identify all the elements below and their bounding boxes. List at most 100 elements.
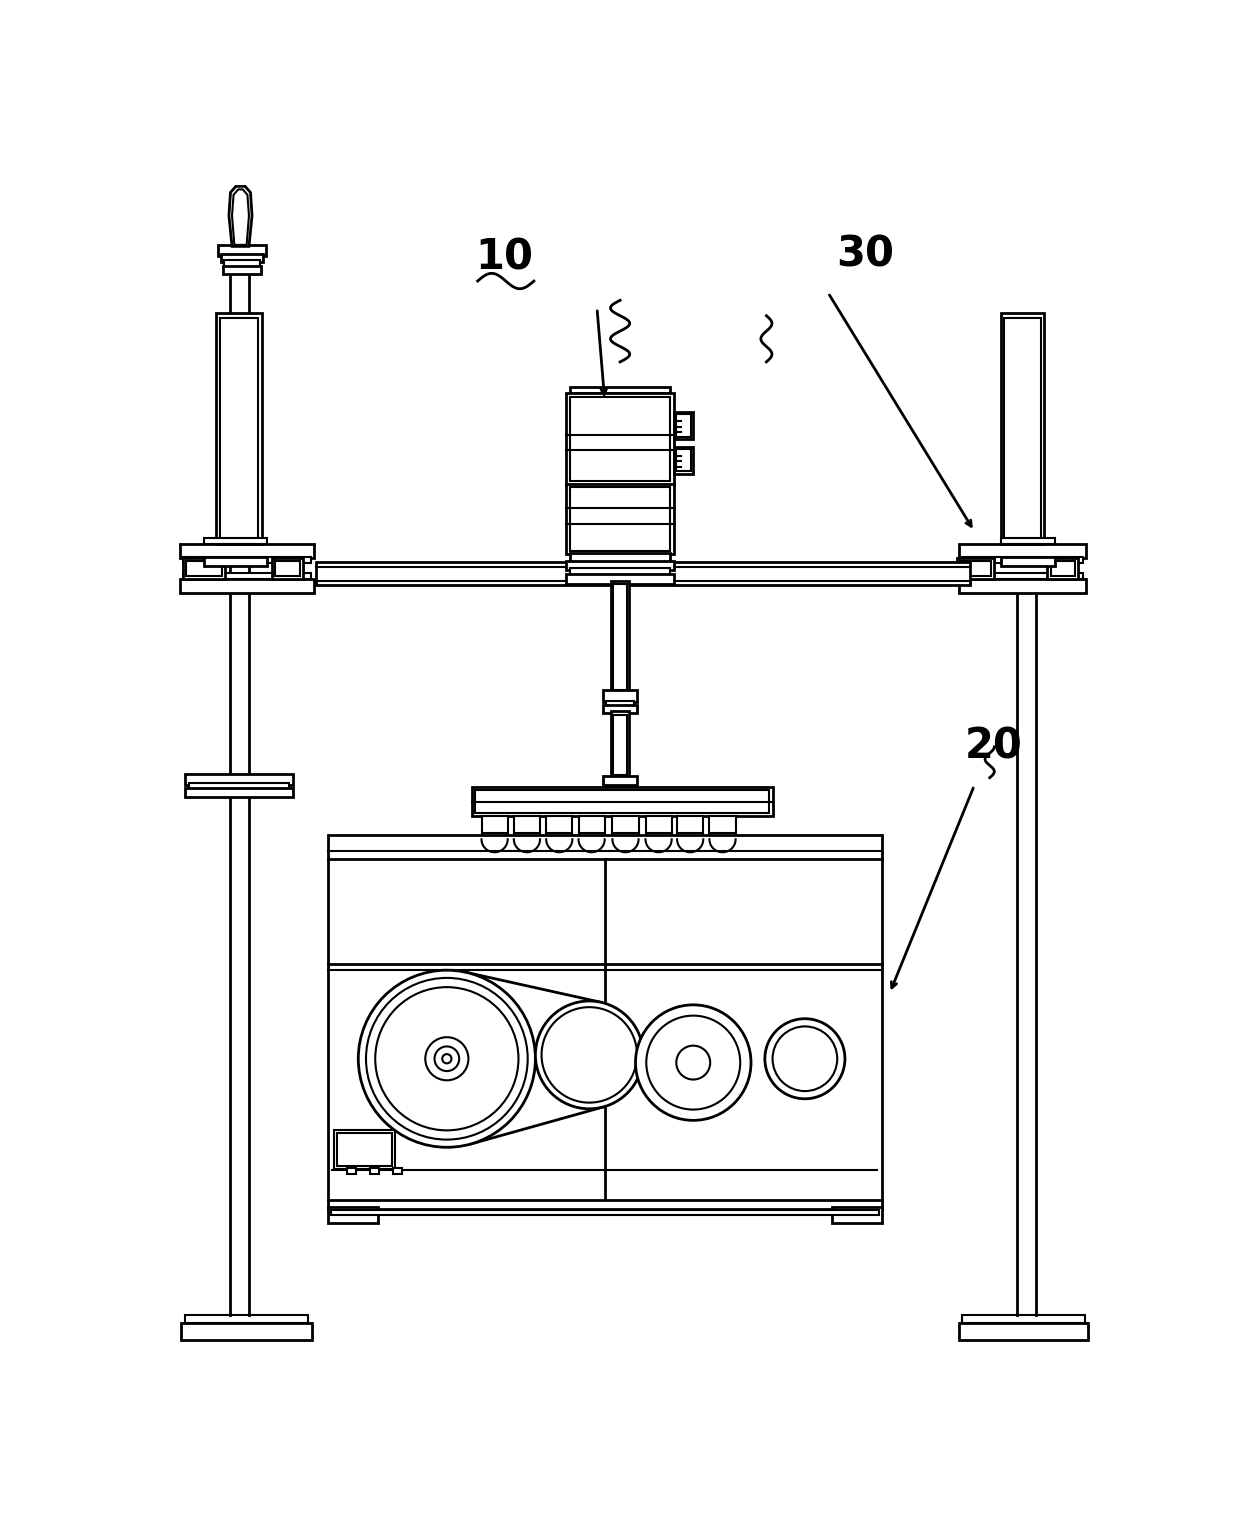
Polygon shape: [709, 839, 735, 852]
Bar: [327, 1207, 377, 1223]
Bar: [316, 562, 971, 585]
Bar: [574, 391, 666, 397]
Bar: [613, 816, 639, 839]
Bar: [613, 584, 627, 690]
Polygon shape: [579, 839, 605, 852]
Bar: [603, 690, 637, 702]
Polygon shape: [229, 186, 252, 246]
Bar: [1050, 561, 1075, 576]
Bar: [1048, 557, 1079, 579]
Polygon shape: [677, 839, 703, 852]
Bar: [1001, 313, 1044, 544]
Bar: [182, 557, 226, 579]
Bar: [1004, 317, 1040, 541]
Bar: [205, 556, 268, 565]
Circle shape: [434, 1047, 459, 1072]
Bar: [646, 816, 672, 839]
Bar: [567, 393, 675, 485]
Bar: [959, 544, 1086, 557]
Bar: [186, 561, 222, 576]
Bar: [331, 1210, 879, 1215]
Bar: [957, 557, 994, 579]
Circle shape: [443, 1053, 451, 1063]
Bar: [327, 1200, 882, 1209]
Circle shape: [765, 1019, 844, 1100]
Bar: [959, 579, 1086, 593]
Bar: [393, 1167, 402, 1173]
Polygon shape: [481, 839, 507, 852]
Circle shape: [425, 1038, 469, 1081]
Bar: [603, 705, 637, 713]
Bar: [337, 1133, 392, 1166]
Bar: [546, 816, 573, 839]
Polygon shape: [232, 189, 249, 245]
Bar: [334, 1130, 396, 1169]
Circle shape: [646, 1016, 740, 1109]
Bar: [613, 715, 627, 775]
Bar: [481, 816, 507, 839]
Bar: [567, 561, 675, 570]
Bar: [370, 1167, 379, 1173]
Bar: [603, 776, 637, 785]
Bar: [1001, 556, 1055, 565]
Circle shape: [358, 970, 536, 1147]
Bar: [216, 313, 262, 544]
Bar: [567, 574, 675, 584]
Circle shape: [676, 1046, 711, 1080]
Text: 30: 30: [836, 233, 894, 276]
Bar: [327, 835, 882, 1201]
Bar: [606, 701, 634, 707]
Circle shape: [542, 1007, 637, 1103]
Bar: [182, 573, 311, 579]
Bar: [275, 561, 300, 576]
Bar: [675, 411, 693, 439]
Bar: [961, 561, 991, 576]
Circle shape: [773, 1026, 837, 1090]
Bar: [676, 448, 691, 471]
Bar: [579, 816, 605, 839]
Bar: [962, 556, 1083, 562]
Bar: [224, 260, 259, 268]
Bar: [567, 484, 675, 554]
Bar: [223, 266, 262, 274]
Bar: [676, 414, 691, 437]
Bar: [611, 711, 630, 778]
Bar: [832, 1207, 882, 1223]
Bar: [272, 557, 303, 579]
Circle shape: [366, 978, 528, 1140]
Bar: [185, 787, 293, 798]
Bar: [472, 787, 773, 816]
Bar: [180, 579, 315, 593]
Polygon shape: [513, 839, 541, 852]
Circle shape: [536, 1001, 644, 1109]
Circle shape: [376, 987, 518, 1130]
Bar: [709, 816, 735, 839]
Bar: [675, 447, 693, 473]
Bar: [182, 556, 311, 562]
Circle shape: [635, 1004, 751, 1121]
Bar: [611, 581, 630, 693]
Bar: [570, 553, 670, 562]
Bar: [205, 537, 268, 544]
Bar: [475, 790, 770, 813]
Bar: [570, 487, 670, 550]
Bar: [347, 1167, 356, 1173]
Bar: [180, 544, 315, 557]
Bar: [188, 782, 289, 788]
Bar: [1001, 537, 1055, 544]
Bar: [959, 1323, 1089, 1340]
Bar: [219, 317, 258, 541]
Bar: [962, 1315, 1085, 1323]
Text: 10: 10: [476, 237, 533, 279]
Polygon shape: [613, 839, 639, 852]
Bar: [677, 816, 703, 839]
Bar: [185, 773, 293, 785]
Bar: [570, 568, 670, 576]
Bar: [185, 1315, 309, 1323]
Bar: [962, 573, 1083, 579]
Bar: [218, 245, 265, 256]
Polygon shape: [646, 839, 672, 852]
Bar: [570, 396, 670, 480]
Bar: [570, 396, 670, 411]
Polygon shape: [546, 839, 573, 852]
